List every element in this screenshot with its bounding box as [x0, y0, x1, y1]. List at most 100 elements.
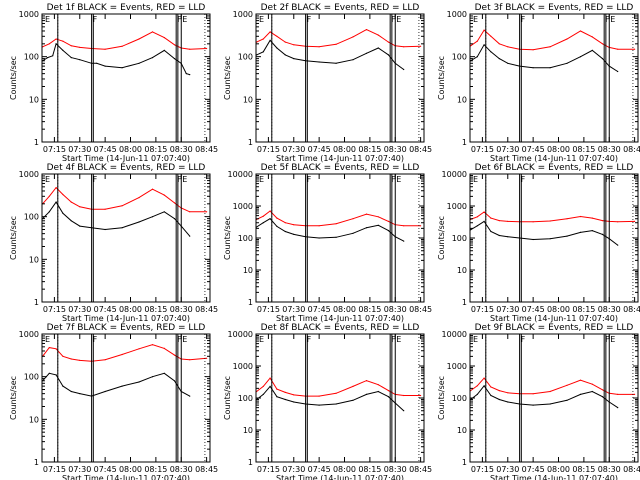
data-point [387, 220, 390, 222]
y-tick-label: 1 [462, 458, 467, 467]
x-tick-label: 08:00 [547, 305, 570, 314]
data-point [498, 58, 500, 60]
y-axis-label: Counts/sec [437, 56, 446, 100]
data-point [276, 396, 278, 398]
y-tick-label: 1000 [233, 202, 253, 211]
data-point [476, 385, 478, 387]
data-point [269, 385, 271, 387]
y-tick-label: 1 [462, 138, 467, 147]
data-point [163, 194, 165, 196]
events-series-line [42, 42, 190, 76]
x-tick-label: 08:30 [170, 145, 193, 154]
data-point [377, 390, 379, 393]
flag-label: E [610, 335, 615, 344]
data-point [591, 383, 593, 385]
data-point [549, 403, 551, 405]
data-point [70, 358, 72, 360]
panel-title: Det 3f BLACK = Events, RED = LLD [475, 3, 634, 13]
x-tick-label: 07:45 [94, 305, 117, 314]
data-point [483, 377, 485, 379]
x-tick-label: 07:30 [68, 145, 91, 154]
data-point [403, 46, 405, 48]
data-point [507, 62, 509, 64]
data-point [377, 47, 379, 49]
data-point [62, 49, 64, 52]
x-tick-label: 07:30 [496, 145, 519, 154]
data-point [617, 244, 619, 246]
data-point [269, 210, 271, 212]
data-point [490, 217, 492, 219]
data-point [483, 220, 485, 222]
x-tick-label: 08:15 [144, 145, 167, 154]
x-tick-label: 07:15 [257, 465, 280, 474]
panel-title: Det 7f BLACK = Events, RED = LLD [47, 323, 206, 333]
x-tick-label: 07:30 [68, 305, 91, 314]
y-tick-label: 10 [457, 266, 467, 275]
lld-series-line [256, 210, 421, 227]
x-tick-label: 08:45 [409, 145, 432, 154]
data-point [532, 393, 534, 395]
data-point [318, 46, 320, 48]
data-point [55, 43, 57, 45]
flag-label: E [259, 175, 264, 184]
x-tick-label: 08:45 [195, 145, 218, 154]
data-point [490, 35, 492, 37]
data-point [387, 54, 390, 56]
data-point [566, 62, 568, 64]
y-tick-label: 1 [34, 458, 39, 467]
plot-frame [255, 13, 425, 143]
y-tick-label: 1 [248, 458, 253, 467]
flag-label: E [396, 15, 401, 24]
data-point [403, 68, 405, 71]
data-point [566, 384, 568, 386]
x-tick-label: 07:15 [43, 145, 66, 154]
data-point [591, 230, 593, 232]
data-point [549, 390, 551, 393]
y-tick-label: 10000 [228, 170, 253, 179]
data-point [121, 45, 123, 47]
events-series-line [470, 43, 618, 72]
x-axis-label: Start Time (14-Jun-11 07:07:40) [490, 154, 618, 163]
data-point [634, 220, 636, 222]
data-point [387, 41, 390, 43]
data-point [420, 45, 422, 47]
x-tick-label: 08:15 [572, 305, 595, 314]
flag-label: E [182, 335, 187, 344]
x-tick-label: 07:45 [308, 305, 331, 314]
data-point [79, 393, 81, 395]
data-point [566, 399, 568, 401]
data-point [483, 29, 485, 31]
data-point [284, 222, 286, 224]
data-point [532, 49, 534, 51]
data-point [387, 230, 390, 232]
data-point [70, 57, 72, 59]
data-point [104, 390, 106, 393]
data-point [365, 29, 368, 31]
flag-label: F [177, 335, 182, 344]
data-point [284, 398, 286, 401]
data-point [483, 385, 485, 387]
x-tick-label: 07:45 [308, 465, 331, 474]
data-point [206, 357, 208, 359]
data-point [173, 354, 176, 356]
data-point [476, 393, 478, 395]
flag-label: E [259, 335, 264, 344]
data-point [293, 394, 295, 396]
data-point [532, 67, 534, 69]
data-point [70, 45, 72, 47]
x-tick-label: 08:00 [119, 305, 142, 314]
data-point [532, 221, 534, 223]
flag-label: F [177, 175, 182, 184]
x-tick-label: 08:15 [572, 145, 595, 154]
flag-label: E [45, 15, 50, 24]
data-point [138, 381, 140, 383]
data-point [104, 65, 106, 67]
x-axis-label: Start Time (14-Jun-11 07:07:40) [62, 474, 190, 480]
plot-frame [255, 173, 425, 303]
data-point [579, 393, 582, 395]
data-point [377, 384, 379, 386]
y-tick-label: 1000 [233, 362, 253, 371]
